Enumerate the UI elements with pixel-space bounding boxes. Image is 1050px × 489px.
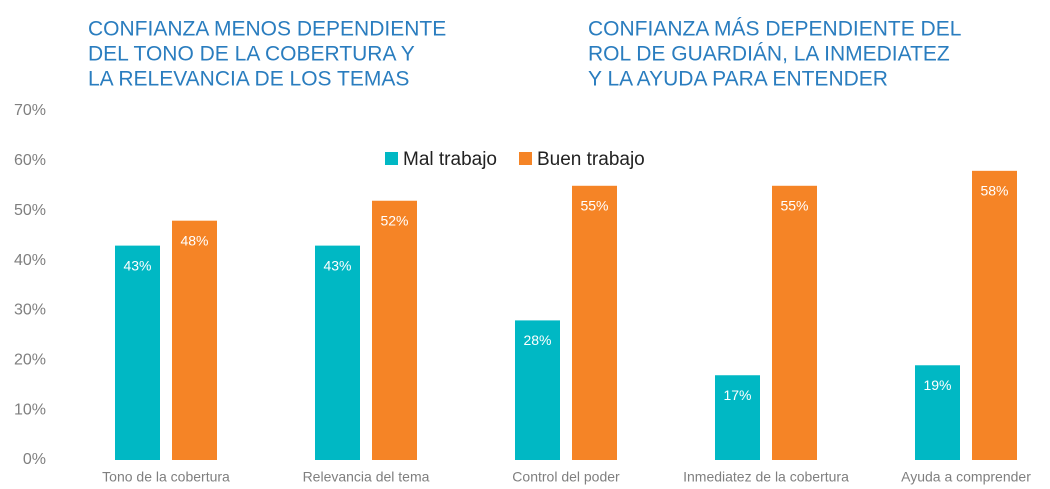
- annotation: ROL DE GUARDIÁN, LA INMEDIATEZ: [588, 43, 950, 66]
- bar: [972, 170, 1017, 461]
- data-label: 28%: [523, 332, 551, 348]
- x-tick-label: Inmediatez de la cobertura: [683, 469, 849, 485]
- data-label: 58%: [980, 183, 1008, 199]
- legend-swatch: [385, 152, 398, 165]
- annotation: CONFIANZA MÁS DEPENDIENTE DEL: [588, 18, 961, 41]
- x-tick-label: Tono de la cobertura: [102, 469, 230, 485]
- y-tick-label: 10%: [14, 401, 46, 418]
- y-tick-label: 50%: [14, 202, 46, 219]
- y-tick-label: 30%: [14, 302, 46, 319]
- bar: [115, 245, 160, 460]
- y-tick-label: 20%: [14, 352, 46, 369]
- data-label: 55%: [780, 197, 808, 213]
- bar: [315, 245, 360, 460]
- annotation: LA RELEVANCIA DE LOS TEMAS: [88, 68, 409, 91]
- data-label: 48%: [180, 232, 208, 248]
- data-label: 43%: [323, 257, 351, 273]
- bar: [572, 185, 617, 461]
- bar: [172, 220, 217, 460]
- data-label: 17%: [723, 387, 751, 403]
- y-tick-label: 40%: [14, 252, 46, 269]
- x-tick-label: Relevancia del tema: [303, 469, 430, 485]
- y-tick-label: 70%: [14, 102, 46, 119]
- annotation: Y LA AYUDA PARA ENTENDER: [588, 68, 888, 91]
- data-label: 55%: [580, 197, 608, 213]
- bar: [715, 375, 760, 460]
- x-tick-label: Control del poder: [512, 469, 620, 485]
- annotation: CONFIANZA MENOS DEPENDIENTE: [88, 18, 446, 41]
- bar: [915, 365, 960, 460]
- data-label: 19%: [923, 377, 951, 393]
- legend-label: Buen trabajo: [537, 149, 645, 170]
- legend-label: Mal trabajo: [403, 149, 497, 170]
- data-label: 52%: [380, 212, 408, 228]
- y-tick-label: 0%: [23, 451, 46, 468]
- data-label: 43%: [123, 257, 151, 273]
- legend-swatch: [519, 152, 532, 165]
- x-tick-label: Ayuda a comprender: [901, 469, 1031, 485]
- y-tick-label: 60%: [14, 152, 46, 169]
- bar: [372, 200, 417, 460]
- annotation: DEL TONO DE LA COBERTURA Y: [88, 43, 415, 66]
- bar: [515, 320, 560, 460]
- bar: [772, 185, 817, 461]
